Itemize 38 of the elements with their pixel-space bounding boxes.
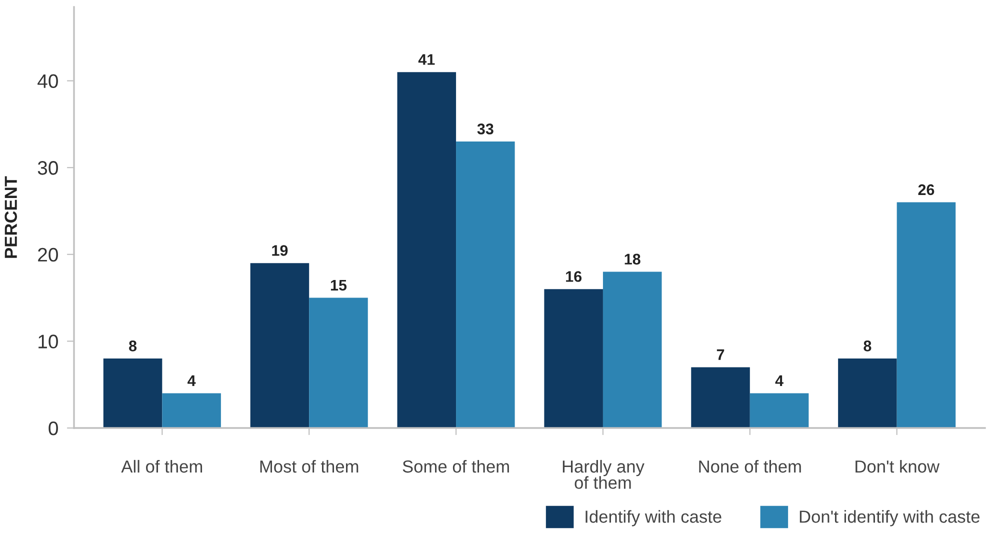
bar	[162, 393, 221, 428]
data-label: 26	[918, 184, 934, 196]
data-label: 33	[477, 124, 494, 134]
data-label: 7	[716, 349, 724, 360]
x-tick-label: Most of them	[260, 460, 358, 473]
y-tick-label: 40	[38, 74, 58, 88]
x-tick-label: All of them	[121, 460, 202, 473]
data-label: 18	[624, 254, 640, 265]
data-label: 8	[864, 340, 872, 352]
y-tick-label: 0	[48, 421, 58, 436]
x-tick-label: Hardly any of them	[562, 460, 644, 489]
bar	[750, 393, 809, 428]
bar	[309, 298, 368, 428]
bar	[691, 367, 750, 428]
data-label: 8	[129, 340, 137, 352]
bar	[250, 263, 310, 428]
bar	[456, 142, 515, 428]
data-label: 16	[566, 271, 582, 282]
legend-label: Identify with caste	[586, 510, 722, 526]
bar	[838, 358, 897, 428]
x-tick-label: Don't know	[856, 460, 940, 473]
y-axis-title: PERCENT	[4, 176, 17, 258]
data-label: 4	[188, 375, 196, 386]
data-label: 4	[775, 375, 784, 386]
bar	[397, 72, 456, 428]
bar	[103, 358, 162, 428]
legend-label: Don't identify with caste	[800, 510, 980, 526]
bar	[602, 272, 662, 428]
y-tick-label: 10	[38, 334, 58, 348]
y-tick-label: 30	[38, 161, 58, 175]
data-label: 41	[418, 54, 435, 65]
x-tick-label: Some of them	[402, 460, 509, 473]
data-label: 19	[272, 245, 288, 256]
y-tick-label: 20	[38, 248, 58, 262]
data-label: 15	[330, 280, 347, 291]
bar	[544, 289, 603, 428]
bar	[896, 202, 956, 428]
x-tick-label: None of them	[699, 460, 801, 473]
